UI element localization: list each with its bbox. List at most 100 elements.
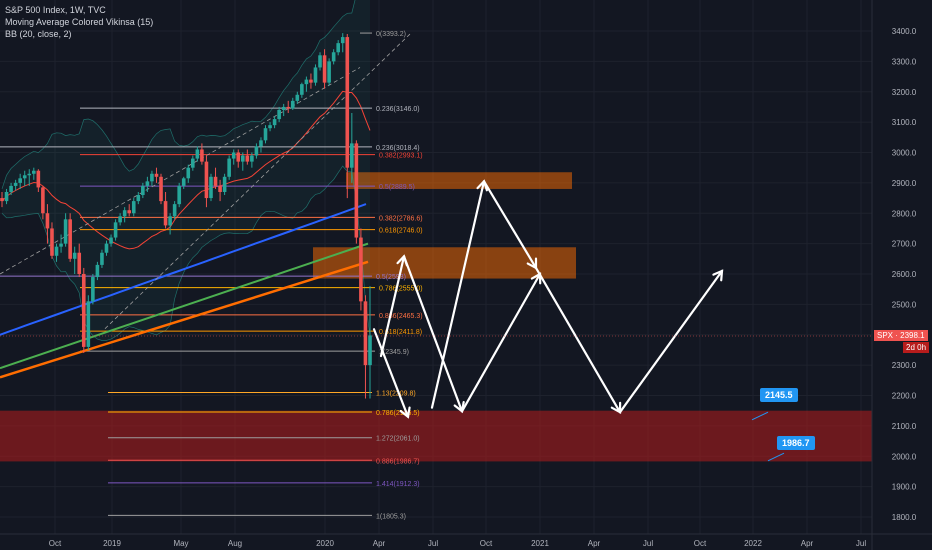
price-tick-label: 2100.0	[892, 422, 917, 431]
price-tick-label: 2000.0	[892, 452, 917, 461]
moving-averages	[0, 33, 411, 379]
ma-orange-line	[0, 260, 369, 379]
fib-label: 1.414(1912.3)	[376, 481, 420, 488]
callout-pointer	[767, 452, 785, 462]
candle-body	[363, 301, 368, 366]
time-tick-label: Apr	[373, 539, 386, 548]
fib-label: 1(1805.3)	[376, 513, 406, 520]
candle-body	[191, 158, 195, 168]
time-tick-label: Jul	[428, 539, 438, 548]
candle-body	[13, 182, 18, 186]
candle-body	[368, 335, 372, 366]
projection-segment	[618, 269, 724, 414]
candle-body	[272, 119, 277, 126]
support-zone	[0, 410, 872, 462]
price-tick-label: 1800.0	[892, 513, 917, 522]
candle-body	[150, 173, 154, 182]
price-tick-label: 2900.0	[892, 179, 917, 188]
candle-body	[122, 210, 127, 217]
candle-body	[72, 252, 77, 259]
candle-body	[32, 170, 36, 174]
candle-body	[195, 149, 200, 159]
candle-body	[281, 106, 286, 110]
projection-segment	[482, 180, 538, 270]
legend-symbol[interactable]: S&P 500 Index, 1W, TVC	[5, 5, 106, 15]
candle-body	[36, 170, 41, 188]
candle-body	[245, 155, 250, 162]
price-axis[interactable]	[872, 0, 932, 550]
candlesticks	[0, 33, 372, 399]
candle-body	[59, 243, 63, 247]
candle-body	[222, 176, 227, 192]
candle-body	[177, 185, 181, 205]
price-tick-label: 2300.0	[892, 361, 917, 370]
candle-body	[22, 175, 27, 179]
legend-bb-indicator[interactable]: BB (20, close, 2)	[5, 29, 72, 39]
fib-label: 0.618(2746.0)	[379, 228, 423, 235]
projection-segment	[460, 272, 542, 413]
candle-body	[300, 84, 304, 95]
candle-body	[227, 158, 231, 177]
candle-body	[304, 79, 309, 85]
candle-body	[354, 143, 359, 238]
candle-body	[50, 228, 54, 256]
price-tick-label: 2500.0	[892, 300, 917, 309]
price-zones	[0, 172, 872, 462]
candle-body	[63, 219, 68, 244]
candle-body	[91, 277, 95, 302]
bar-countdown-tag: 2d 0h	[903, 342, 930, 353]
candle-body	[231, 152, 236, 159]
candle-body	[240, 155, 245, 162]
candle-body	[136, 195, 141, 202]
candle-body	[327, 61, 331, 83]
fib-label: 0.382(2786.6)	[379, 215, 423, 222]
candle-body	[118, 216, 122, 223]
candle-body	[141, 185, 145, 196]
chart-legend: S&P 500 Index, 1W, TVC Moving Average Co…	[5, 4, 153, 40]
time-tick-label: Aug	[228, 539, 242, 548]
time-tick-label: Oct	[694, 539, 707, 548]
price-tick-label: 3200.0	[892, 88, 917, 97]
time-tick-label: Oct	[480, 539, 493, 548]
callout-1986[interactable]: 1986.7	[777, 436, 815, 450]
candle-body	[86, 301, 91, 347]
time-tick-label: Jul	[856, 539, 866, 548]
candle-body	[113, 222, 118, 238]
price-tick-label: 2700.0	[892, 240, 917, 249]
candle-body	[345, 37, 350, 168]
time-tick-label: 2022	[744, 539, 762, 548]
candle-body	[218, 185, 222, 192]
legend-ma-indicator[interactable]: Moving Average Colored Vikinsa (15)	[5, 17, 154, 27]
candle-body	[145, 181, 150, 186]
fib-label: 1(2345.9)	[379, 349, 409, 356]
candle-body	[209, 176, 213, 199]
candle-body	[168, 216, 172, 226]
fib-label: 0.786(2555.0)	[379, 286, 423, 293]
time-tick-label: 2021	[531, 539, 549, 548]
candle-body	[4, 191, 9, 202]
last-price-symbol: SPX	[877, 331, 894, 340]
price-tick-label: 2800.0	[892, 209, 917, 218]
bb-basis	[1, 90, 371, 250]
candle-body	[95, 264, 100, 278]
projection-path	[372, 179, 785, 462]
candle-body	[263, 128, 268, 141]
candle-body	[313, 67, 318, 83]
fib-label: 1.272(2061.0)	[376, 436, 420, 443]
candle-body	[286, 106, 291, 109]
candle-body	[154, 173, 159, 177]
price-tick-label: 3400.0	[892, 27, 917, 36]
time-tick-label: 2020	[316, 539, 334, 548]
last-price-value: 2398.1	[900, 331, 925, 340]
fib-label: 0.786(2145.5)	[376, 410, 420, 417]
candle-body	[350, 143, 354, 168]
callout-2145[interactable]: 2145.5	[760, 388, 798, 402]
fib-label: 0.5(2593)	[376, 274, 406, 281]
projection-segment	[372, 328, 410, 418]
candle-body	[204, 161, 209, 199]
candle-body	[359, 237, 363, 302]
candle-body	[54, 246, 59, 256]
candle-body	[18, 178, 22, 183]
candle-body	[254, 146, 259, 156]
